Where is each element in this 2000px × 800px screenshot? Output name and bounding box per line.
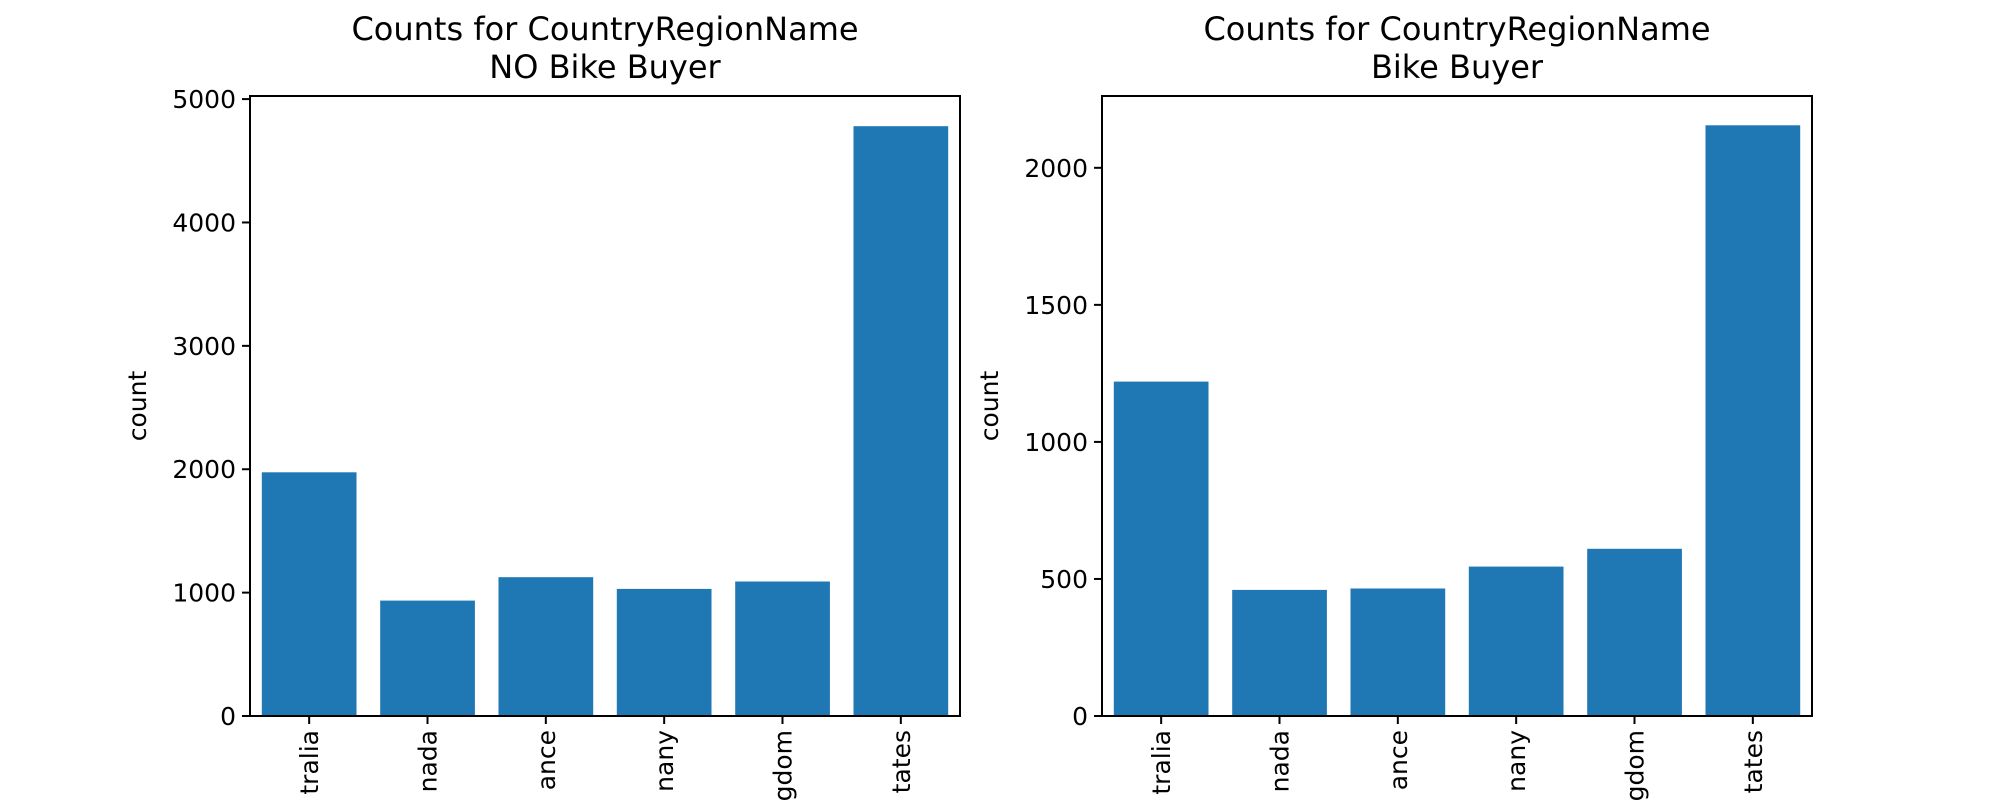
y-tick-label: 2000 <box>1024 154 1088 183</box>
chart-title-line: Bike Buyer <box>1371 48 1544 86</box>
y-tick-label: 1500 <box>1024 291 1088 320</box>
subplot-panels: Counts for CountryRegionName NO Bike Buye… <box>123 10 1813 800</box>
chart-2: Counts for CountryRegionName Bike Buyer 0 5… <box>975 10 1813 800</box>
bar-canada <box>1232 589 1327 716</box>
bar-germany <box>1468 566 1564 716</box>
bar-france <box>1350 588 1446 716</box>
x-tick-label: nada <box>1266 730 1295 792</box>
bar-united-states <box>1705 125 1801 717</box>
y-axis-label: count <box>975 371 1004 442</box>
y-tick-label: 4000 <box>172 208 236 237</box>
x-tick-label: tralia <box>295 730 324 795</box>
x-tick-label: tates <box>887 730 916 793</box>
bar-canada <box>380 600 475 716</box>
y-tick-label: 1000 <box>172 579 236 608</box>
chart-title-line: Counts for CountryRegionName <box>1203 10 1710 48</box>
x-tick-label: nada <box>414 730 443 792</box>
x-tick-label: ance <box>1384 730 1413 790</box>
y-tick-label: 500 <box>1040 565 1088 594</box>
chart-title: Counts for CountryRegionName NO Bike Buye… <box>351 10 858 86</box>
axes-frame <box>249 95 961 717</box>
x-tick-label: gdom <box>1621 730 1650 800</box>
y-tick-label: 0 <box>1072 702 1088 731</box>
chart-title-line: Counts for CountryRegionName <box>351 10 858 48</box>
bar-germany <box>616 588 712 716</box>
y-tick-label: 3000 <box>172 332 236 361</box>
chart-title-line: NO Bike Buyer <box>489 48 721 86</box>
y-tick-label: 5000 <box>172 85 236 114</box>
x-tick-label: nany <box>650 730 679 792</box>
axes-frame <box>1101 95 1813 717</box>
x-tick-label: gdom <box>769 730 798 800</box>
bar-australia <box>1113 381 1209 716</box>
bar-france <box>498 577 594 716</box>
y-tick-label: 2000 <box>172 455 236 484</box>
bar-united-states <box>853 126 949 716</box>
y-axis-label: count <box>123 371 152 442</box>
bar-australia <box>261 472 357 716</box>
y-tick-label: 0 <box>220 702 236 731</box>
chart-1: Counts for CountryRegionName NO Bike Buye… <box>123 10 961 800</box>
y-tick-label: 1000 <box>1024 428 1088 457</box>
x-tick-label: nany <box>1502 730 1531 792</box>
x-tick-label: tates <box>1739 730 1768 793</box>
bar-united-kingdom <box>735 581 830 716</box>
chart-title: Counts for CountryRegionName Bike Buyer <box>1203 10 1710 86</box>
bar-united-kingdom <box>1587 548 1682 716</box>
x-tick-label: tralia <box>1147 730 1176 795</box>
x-tick-label: ance <box>532 730 561 790</box>
